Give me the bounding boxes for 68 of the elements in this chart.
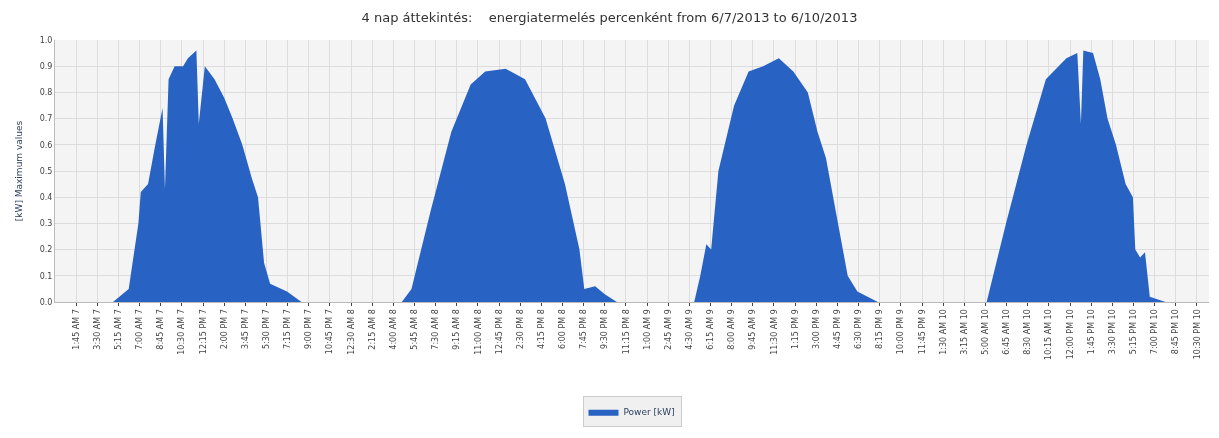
x-tick-label: 9:15 AM 8 — [452, 309, 462, 350]
y-tick-label: 0.1 — [39, 271, 53, 281]
x-tick-label: 5:45 AM 8 — [410, 309, 420, 350]
x-tick-label: 11:45 PM 9 — [917, 309, 927, 355]
x-tick-label: 8:45 PM 10 — [1171, 309, 1181, 355]
x-tick-label: 1:45 PM 10 — [1086, 309, 1096, 355]
x-tick-label: 3:15 AM 10 — [959, 309, 969, 355]
x-tick-label: 4:30 AM 9 — [685, 309, 694, 350]
y-tick-label: 0.4 — [39, 193, 53, 202]
x-tick-label: 10:30 AM 7 — [177, 309, 187, 355]
x-tick-label: 6:45 AM 10 — [1002, 309, 1012, 355]
x-tick-label: 12:30 AM 8 — [346, 309, 356, 355]
x-tick-label: 5:15 AM 7 — [114, 309, 124, 350]
x-tick-label: 4:15 PM 8 — [536, 309, 546, 350]
x-tick-label: 7:00 AM 7 — [135, 309, 145, 350]
x-tick-label: 3:30 AM 7 — [92, 309, 102, 350]
x-tick-label: 7:15 PM 7 — [283, 309, 293, 350]
x-tick-label: 8:45 AM 7 — [156, 309, 166, 350]
x-tick-label: 9:00 PM 7 — [304, 309, 314, 350]
x-tick-label: 5:00 AM 10 — [981, 309, 991, 355]
x-tick-label: 5:15 PM 10 — [1129, 309, 1139, 355]
y-tick-label: 0.9 — [39, 62, 53, 71]
x-tick-label: 12:00 PM 10 — [1065, 309, 1075, 360]
x-tick-label: 8:30 AM 10 — [1023, 309, 1033, 355]
x-tick-label: 10:15 AM 10 — [1044, 309, 1054, 360]
x-tick-label: 7:30 AM 8 — [431, 309, 441, 350]
x-tick-label: 1:15 PM 9 — [790, 309, 800, 350]
y-tick-label: 0.5 — [39, 166, 53, 176]
y-axis-title: [kW] Maximum values — [14, 120, 25, 222]
x-tick-label: 6:30 PM 9 — [854, 309, 864, 350]
x-tick-label: 3:00 PM 9 — [811, 309, 821, 350]
x-tick-label: 10:45 PM 7 — [325, 309, 335, 355]
x-tick-label: 9:30 PM 8 — [600, 309, 610, 350]
x-tick-label: 11:00 AM 8 — [473, 309, 483, 355]
legend-label: Power [kW] — [623, 407, 675, 418]
x-tick-label: 12:15 PM 7 — [198, 309, 208, 355]
y-tick-label: 0.6 — [39, 140, 53, 150]
x-tick-label: 2:15 AM 8 — [367, 309, 377, 350]
x-tick-label: 9:45 AM 9 — [748, 309, 758, 350]
y-tick-label: 0.3 — [39, 219, 53, 229]
x-tick-label: 10:00 PM 9 — [896, 309, 906, 355]
x-tick-label: 10:30 PM 10 — [1192, 309, 1202, 360]
x-tick-label: 12:45 PM 8 — [494, 309, 504, 355]
x-tick-label: 2:00 PM 7 — [219, 309, 229, 350]
x-tick-label: 1:45 AM 7 — [71, 309, 81, 350]
x-tick-label: 11:15 PM 8 — [621, 309, 631, 355]
x-tick-label: 3:45 PM 7 — [240, 309, 250, 350]
x-tick-label: 1:00 AM 9 — [642, 309, 652, 350]
x-tick-label: 7:45 PM 8 — [579, 309, 589, 350]
x-tick-label: 2:30 PM 8 — [515, 309, 525, 350]
x-tick-label: 1:30 AM 10 — [938, 309, 948, 355]
x-tick-label: 11:30 AM 9 — [769, 309, 779, 355]
y-tick-label: 1.0 — [39, 35, 53, 45]
y-tick-label: 0.7 — [39, 114, 53, 124]
x-tick-label: 8:15 PM 9 — [875, 309, 885, 350]
x-tick-label: 3:30 PM 10 — [1107, 309, 1117, 355]
y-tick-label: 0.2 — [39, 245, 53, 255]
x-tick-label: 5:30 PM 7 — [262, 309, 272, 350]
x-tick-label: 7:00 PM 10 — [1150, 309, 1160, 355]
x-tick-label: 4:45 PM 9 — [833, 309, 843, 350]
x-tick-label: 6:00 PM 8 — [558, 309, 568, 350]
chart-title: 4 nap áttekintés: energiatermelés percenként from 6/7/2013 to 6/10/2013 — [361, 10, 858, 26]
x-tick-label: 8:00 AM 9 — [727, 309, 737, 350]
x-tick-label: 6:15 AM 9 — [706, 309, 716, 350]
x-tick-label: 2:45 AM 9 — [663, 309, 673, 350]
y-tick-label: 0.0 — [39, 297, 53, 307]
y-tick-label: 0.8 — [39, 88, 53, 98]
x-tick-label: 4:00 AM 8 — [388, 309, 398, 350]
